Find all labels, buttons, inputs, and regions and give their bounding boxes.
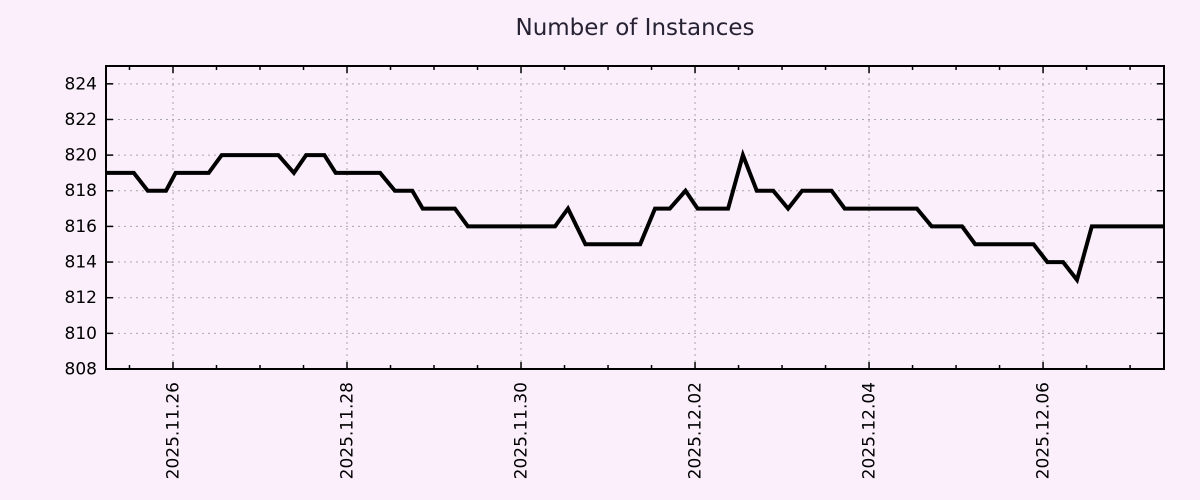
y-tick-label: 808 bbox=[65, 359, 97, 379]
y-tick-label: 814 bbox=[65, 252, 97, 272]
x-tick-label: 2025.11.26 bbox=[163, 382, 183, 479]
y-tick-label: 824 bbox=[65, 74, 97, 94]
x-tick-label: 2025.11.30 bbox=[512, 382, 532, 479]
y-tick-label: 818 bbox=[65, 181, 97, 201]
y-tick-label: 816 bbox=[65, 217, 97, 237]
x-tick-label: 2025.11.28 bbox=[338, 382, 358, 479]
series-line-instances bbox=[106, 148, 1164, 285]
x-tick-label: 2025.12.04 bbox=[860, 382, 880, 479]
x-tick-label: 2025.12.06 bbox=[1034, 382, 1054, 479]
x-tick-label: 2025.12.02 bbox=[686, 382, 706, 479]
y-tick-label: 812 bbox=[65, 288, 97, 308]
chart-title: Number of Instances bbox=[515, 15, 755, 41]
y-tick-label: 820 bbox=[65, 146, 97, 166]
y-tick-label: 822 bbox=[65, 110, 97, 130]
plot-border bbox=[105, 65, 1165, 370]
y-tick-label: 810 bbox=[65, 324, 97, 344]
